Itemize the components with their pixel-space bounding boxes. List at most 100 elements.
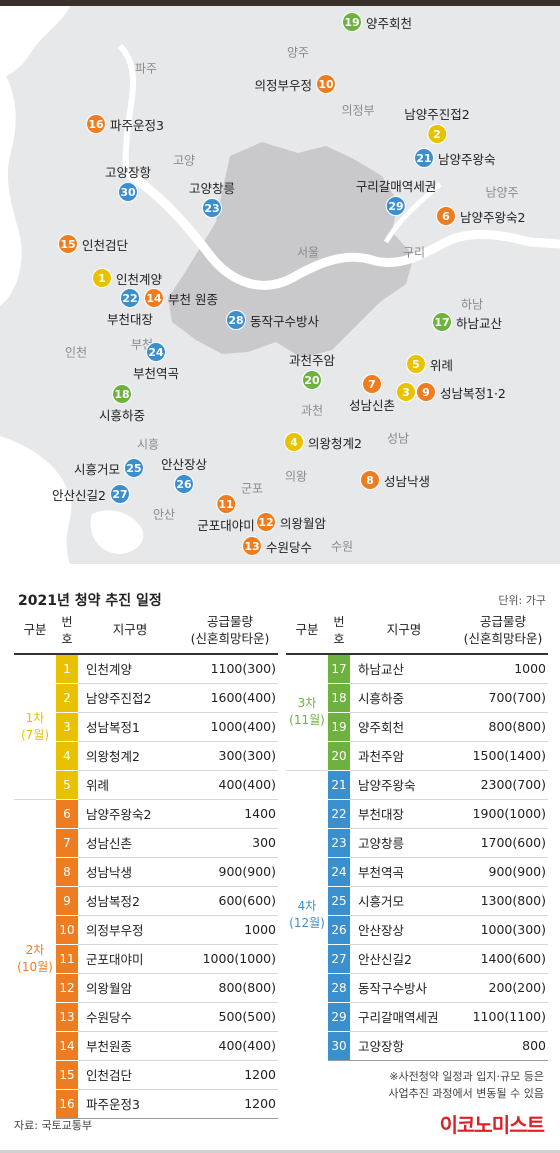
marker-label: 구리갈매역세권	[355, 179, 437, 194]
marker-label: 의왕청계2	[308, 435, 362, 451]
map-marker-28: 28 동작구수방사	[226, 310, 319, 330]
table-row: 4차 (12월) 21 남양주왕숙 2300(700)	[286, 769, 548, 1060]
supply-amount: 1100(300)	[182, 654, 278, 684]
marker-label: 남양주왕숙2	[460, 209, 526, 225]
row-number: 7	[56, 828, 78, 858]
phase-label: 2차 (10월)	[14, 798, 56, 1118]
region-label: 시흥	[136, 437, 160, 452]
marker-label: 인천검단	[82, 237, 129, 253]
phase-label-month: (11월)	[289, 713, 325, 728]
row-number: 4	[56, 741, 78, 771]
district-name: 의왕청계2	[78, 741, 182, 771]
table-row: 18 시흥하중 700(700)	[286, 683, 548, 713]
supply-amount: 1200	[182, 1089, 278, 1119]
footnote-line2: 사업추진 과정에서 변동될 수 있음	[388, 1086, 544, 1100]
marker-number-badge: 27	[110, 484, 130, 504]
region-label: 남양주	[485, 185, 519, 200]
region-label: 군포	[240, 481, 264, 496]
row-number: 10	[56, 915, 78, 945]
schedule-title: 2021년 청약 추진 일정	[18, 593, 162, 609]
row-number: 3	[56, 712, 78, 742]
phase-label-round: 3차	[297, 696, 317, 711]
source-label: 자료: 국토교통부	[14, 1119, 93, 1132]
table-row: 22 부천대장 1900(1000)	[286, 799, 548, 829]
row-number: 2	[56, 683, 78, 713]
map-marker-24: 24 부천역곡	[133, 342, 179, 382]
supply-amount: 900(900)	[458, 857, 548, 887]
table-row: 9 성남복정2 600(600)	[14, 886, 278, 916]
table-row: 3 성남복정1 1000(400)	[14, 712, 278, 742]
table-row: 12 의왕월암 800(800)	[14, 973, 278, 1003]
bottom-rule	[0, 1150, 560, 1153]
marker-number-badge: 21	[414, 148, 434, 168]
district-name: 안산장상	[350, 915, 458, 945]
map-marker-27: 안산신길2 27	[52, 484, 130, 504]
lake-banwol	[90, 510, 144, 554]
supply-amount: 1300(800)	[458, 886, 548, 916]
map-marker-10: 의정부우정 10	[254, 74, 336, 94]
table-row: 2차 (10월) 6 남양주왕숙2 1400	[14, 798, 278, 1118]
district-name: 남양주진접2	[78, 683, 182, 713]
region-label: 의왕	[284, 469, 308, 484]
map-marker-17: 17 하남교산	[432, 312, 502, 332]
row-number: 27	[328, 944, 350, 974]
district-name: 안산신길2	[350, 944, 458, 974]
row-number: 14	[56, 1031, 78, 1061]
row-number: 22	[328, 799, 350, 829]
table-row: 7 성남신촌 300	[14, 828, 278, 858]
map-marker-26: 26 안산장상	[161, 454, 207, 494]
phase-label-month: (12월)	[289, 916, 325, 931]
sea-west	[0, 66, 22, 306]
district-name: 고양장항	[350, 1031, 458, 1061]
district-name: 성남낙생	[78, 857, 182, 887]
marker-label: 인천계양	[116, 271, 163, 287]
marker-label: 부천대장	[106, 312, 154, 327]
table-row: 10 의정부우정 1000	[14, 915, 278, 945]
table-row: 15 인천검단 1200	[14, 1060, 278, 1090]
supply-amount: 300(300)	[182, 741, 278, 771]
marker-number-badge: 18	[111, 384, 132, 404]
marker-label: 파주운정3	[110, 117, 164, 133]
map-marker-19: 19 양주회천	[342, 12, 412, 32]
marker-label: 안산장상	[160, 457, 208, 472]
map-marker-3: 3	[396, 382, 416, 402]
header-no: 번호	[56, 608, 78, 655]
row-number: 13	[56, 1002, 78, 1032]
map-marker-14: 14 부천 원종	[144, 288, 218, 308]
map-marker-23: 23 고양창릉	[189, 178, 235, 218]
table-row: 20 과천주암 1500(1400)	[286, 741, 548, 771]
district-name: 부천역곡	[350, 857, 458, 887]
marker-number-badge: 16	[86, 114, 106, 134]
header-supply: 공급물량 (신혼희망타운)	[182, 608, 278, 655]
header-supply-line1: 공급물량	[206, 613, 253, 629]
map-marker-30: 30 고양장항	[105, 162, 151, 202]
table-row: 2 남양주진접2 1600(400)	[14, 683, 278, 713]
supply-amount: 400(400)	[182, 1031, 278, 1061]
map-marker-1: 1 인천계양	[92, 268, 162, 288]
marker-number-badge: 8	[360, 470, 380, 490]
marker-number-badge: 20	[301, 370, 322, 390]
phase-label: 3차 (11월)	[286, 654, 328, 770]
table-row: 1차 (7월) 1 인천계양 1100(300)	[14, 654, 278, 742]
supply-amount: 1000(300)	[458, 915, 548, 945]
row-number: 6	[56, 799, 78, 829]
marker-number-badge: 13	[242, 536, 262, 556]
row-number: 9	[56, 886, 78, 916]
supply-amount: 200(200)	[458, 973, 548, 1003]
map-marker-6: 6 남양주왕숙2	[436, 206, 525, 226]
marker-number-badge: 22	[119, 288, 140, 308]
row-number: 25	[328, 886, 350, 916]
district-name: 부천대장	[350, 799, 458, 829]
footnote-line1: ※사전청약 일정과 입지·규모 등은	[389, 1070, 544, 1083]
seoul-area	[168, 142, 414, 358]
row-number: 8	[56, 857, 78, 887]
supply-amount: 2300(700)	[458, 770, 548, 800]
supply-amount: 1000(1000)	[182, 944, 278, 974]
marker-number-badge: 5	[406, 354, 426, 374]
schedule-table-left: 구분 번호 지구명 공급물량 (신혼희망타운) 1차 (7월) 1 인천계양 1100(3…	[14, 608, 278, 1119]
marker-number-badge: 12	[256, 512, 276, 532]
row-number: 26	[328, 915, 350, 945]
region-label: 서울	[296, 245, 320, 260]
phase-label-month: (10월)	[17, 959, 53, 974]
header-supply-line2: (신혼희망타운)	[463, 630, 543, 646]
